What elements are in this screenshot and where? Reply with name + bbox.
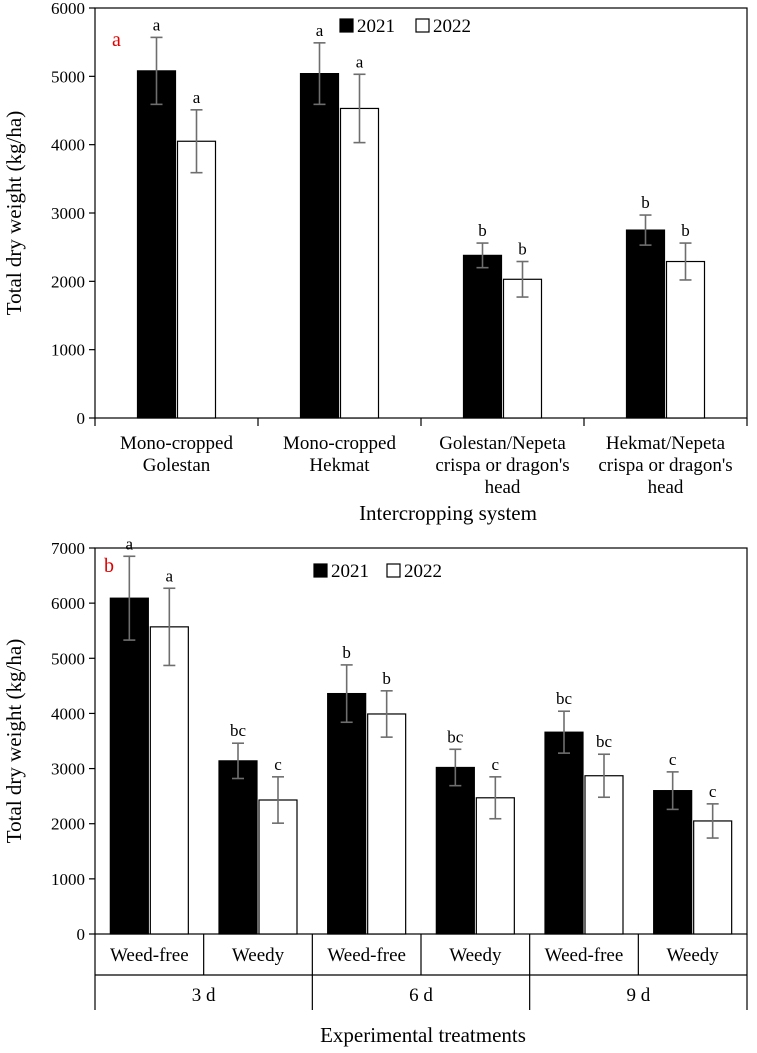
y-tick-label: 3000 — [51, 204, 85, 223]
y-axis-title: Total dry weight (kg/ha) — [2, 111, 26, 315]
x-category-label: Mono-cropped — [120, 433, 233, 454]
x-category-label: Weed-free — [110, 945, 189, 966]
legend-label: 2022 — [404, 561, 442, 582]
x-category-label: head — [648, 477, 684, 498]
bar-2021 — [544, 731, 584, 935]
bar-2022 — [584, 775, 624, 935]
y-tick-label: 6000 — [51, 594, 85, 613]
significance-letter: bc — [556, 689, 573, 708]
y-tick-label: 4000 — [51, 136, 85, 155]
y-tick-label: 1000 — [51, 341, 85, 360]
bar-2021 — [327, 692, 367, 935]
y-tick-label: 1000 — [51, 870, 85, 889]
significance-letter: c — [669, 750, 677, 769]
x-group-label: 6 d — [409, 985, 433, 1006]
significance-letter: a — [316, 21, 324, 40]
x-category-label: Mono-cropped — [283, 433, 396, 454]
bar-2021 — [109, 597, 149, 935]
bar-2021 — [462, 254, 503, 419]
x-category-label: Golestan — [143, 455, 211, 476]
y-tick-label: 4000 — [51, 704, 85, 723]
x-axis-title: Intercropping system — [359, 501, 537, 525]
significance-letter: b — [681, 221, 690, 240]
bar-2022 — [665, 260, 706, 419]
significance-letter: a — [356, 52, 364, 71]
significance-letter: a — [153, 15, 161, 34]
significance-letter: bc — [230, 721, 247, 740]
significance-letter: c — [274, 755, 282, 774]
y-tick-label: 3000 — [51, 760, 85, 779]
significance-letter: a — [166, 566, 174, 585]
x-group-label: 9 d — [626, 985, 650, 1006]
bar-2022 — [149, 626, 189, 935]
y-axis-title: Total dry weight (kg/ha) — [2, 639, 26, 843]
significance-letter: b — [342, 643, 351, 662]
panel-label: b — [104, 555, 114, 577]
bar-2021 — [625, 229, 666, 419]
bar-2022 — [475, 797, 515, 935]
bar-2022 — [339, 107, 380, 419]
significance-letter: b — [478, 221, 487, 240]
bar-2022 — [693, 820, 733, 935]
legend-swatch-2021 — [313, 563, 328, 578]
significance-letter: bc — [447, 727, 464, 746]
y-tick-label: 2000 — [51, 815, 85, 834]
legend-label: 2021 — [357, 16, 395, 37]
x-group-label: 3 d — [192, 985, 216, 1006]
y-tick-label: 7000 — [51, 539, 85, 558]
legend-swatch-2022 — [415, 18, 430, 33]
y-tick-label: 6000 — [51, 0, 85, 18]
significance-letter: a — [193, 88, 201, 107]
x-category-label: crispa or dragon's — [435, 455, 569, 476]
significance-letter: bc — [596, 732, 613, 751]
bar-2021 — [218, 760, 258, 935]
x-category-label: Golestan/Nepeta — [439, 433, 566, 454]
bar-2022 — [367, 713, 407, 935]
plot-area-frame — [94, 547, 748, 935]
bar-2022 — [176, 140, 217, 419]
y-tick-label: 2000 — [51, 272, 85, 291]
y-tick-label: 5000 — [51, 67, 85, 86]
x-category-label: Weed-free — [545, 945, 624, 966]
significance-letter: b — [382, 669, 391, 688]
x-category-label: Weedy — [667, 945, 720, 966]
significance-letter: b — [641, 193, 650, 212]
x-category-label: head — [485, 477, 521, 498]
panel-label: a — [112, 29, 121, 51]
legend-swatch-2021 — [339, 18, 354, 33]
bar-2021 — [435, 766, 475, 935]
legend-label: 2022 — [433, 16, 471, 37]
bar-2022 — [502, 278, 543, 419]
chart-panel-a: 0 1000 2000 3000 4000 5000 6000 a a b b a a b b Mono-cr… — [2, 0, 748, 525]
x-axis-title: Experimental treatments — [320, 1023, 526, 1047]
legend-label: 2021 — [331, 561, 369, 582]
x-category-label: Weed-free — [327, 945, 406, 966]
bar-2021 — [299, 72, 340, 419]
legend-swatch-2022 — [386, 563, 401, 578]
significance-letter: c — [709, 782, 717, 801]
x-category-label: crispa or dragon's — [598, 455, 732, 476]
y-tick-label: 5000 — [51, 649, 85, 668]
x-category-label: Weedy — [232, 945, 285, 966]
x-category-label: Weedy — [449, 945, 502, 966]
significance-letter: b — [518, 240, 527, 259]
x-category-label: Hekmat — [309, 455, 370, 476]
bar-2021 — [653, 790, 693, 935]
significance-letter: a — [126, 534, 134, 553]
y-tick-label: 0 — [77, 925, 86, 944]
x-category-label: Hekmat/Nepeta — [606, 433, 726, 454]
bar-2021 — [136, 70, 177, 419]
y-tick-label: 0 — [77, 409, 86, 428]
significance-letter: c — [492, 755, 500, 774]
